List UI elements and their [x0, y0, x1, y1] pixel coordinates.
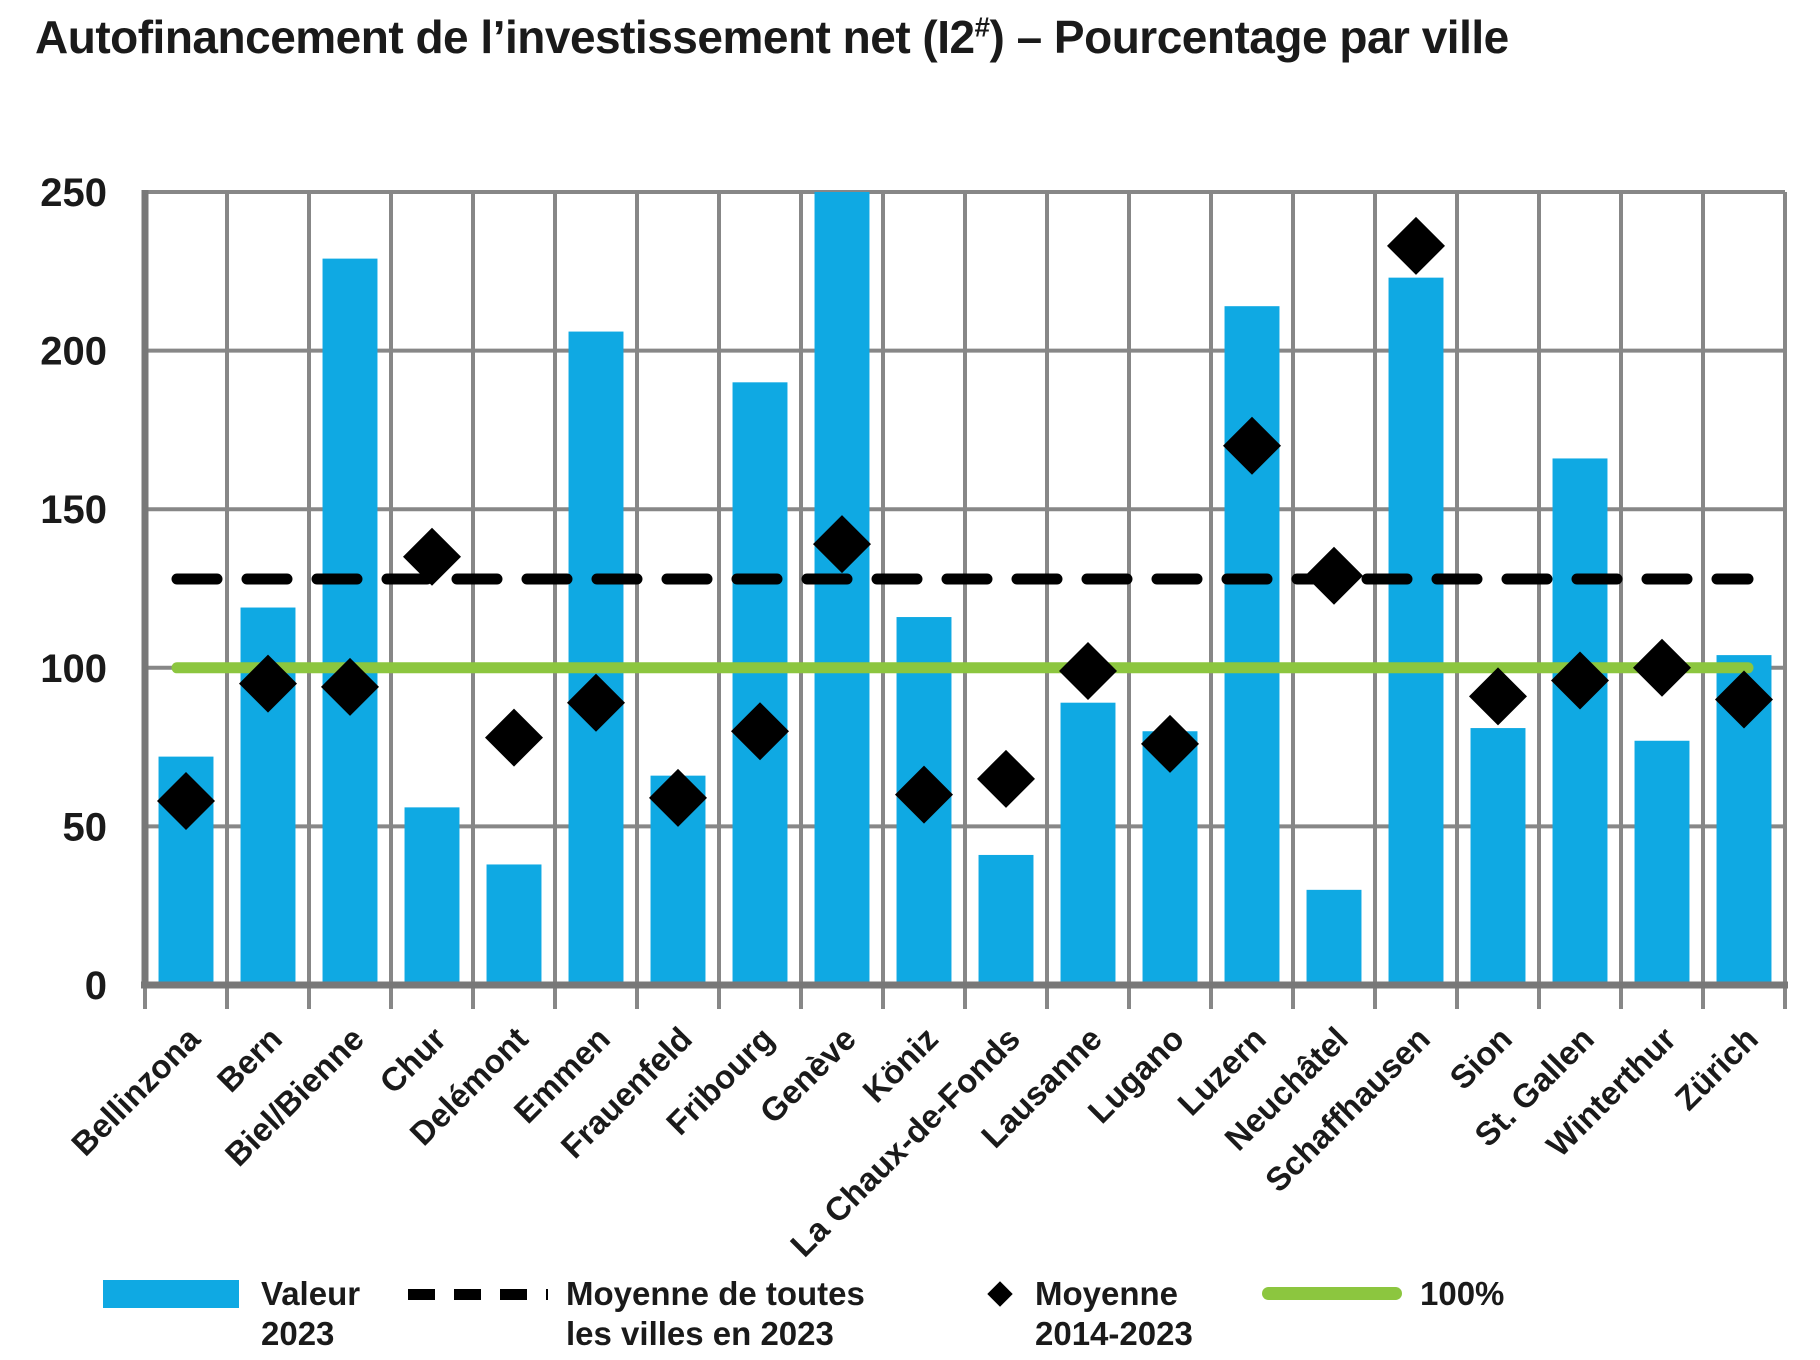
legend-item-100-percent: 100%	[1262, 1274, 1504, 1314]
bar	[814, 192, 870, 985]
diamond-swatch-icon	[987, 1281, 1013, 1307]
diamond-marker	[1633, 638, 1691, 697]
bar	[404, 807, 460, 985]
legend-label: Moyenne de toutes les villes en 2023	[566, 1275, 865, 1353]
y-tick-label: 150	[40, 488, 107, 532]
legend-label: 100%	[1420, 1275, 1505, 1312]
x-category-label: Zürich	[1667, 1020, 1764, 1117]
bar	[1552, 458, 1608, 985]
legend-item-moyenne-2014-2023: Moyenne 2014-2023	[985, 1274, 1193, 1355]
diamond-marker	[813, 515, 871, 574]
diamond-marker	[1305, 546, 1363, 605]
legend-label: Moyenne 2014-2023	[1035, 1275, 1193, 1353]
y-tick-label: 0	[85, 964, 107, 1008]
diamond-marker	[1141, 714, 1199, 773]
bar-swatch-icon	[103, 1280, 239, 1308]
diamond-marker	[567, 673, 625, 732]
bar	[1224, 306, 1280, 985]
page-title-prefix: Autofinancement de l’investissement net …	[35, 11, 975, 63]
bar	[322, 258, 378, 985]
dashed-line-swatch-icon	[408, 1289, 548, 1300]
x-category-label: Bellinzona	[64, 1019, 207, 1162]
diamond-marker	[403, 527, 461, 586]
bar	[568, 331, 624, 985]
page-title-superscript: #	[974, 11, 990, 43]
bar	[1060, 702, 1116, 985]
diamond-marker	[1715, 670, 1773, 729]
diamond-marker	[895, 765, 953, 824]
bar	[486, 864, 542, 985]
diamond-marker	[1551, 651, 1609, 710]
bar	[1470, 728, 1526, 985]
diamond-marker	[977, 749, 1035, 808]
diamond-marker	[1387, 216, 1445, 275]
bar	[1388, 277, 1444, 985]
diamond-marker	[321, 657, 379, 716]
y-tick-label: 250	[40, 171, 107, 215]
page-title-suffix: ) – Pourcentage par ville	[989, 11, 1509, 63]
y-tick-label: 200	[40, 330, 107, 374]
diamond-marker	[731, 702, 789, 761]
y-tick-label: 50	[63, 805, 108, 849]
chart-legend: Valeur 2023 Moyenne de toutes les villes…	[0, 1268, 1820, 1360]
diamond-marker	[1223, 416, 1281, 475]
page-title: Autofinancement de l’investissement net …	[35, 10, 1515, 64]
bar	[978, 854, 1034, 985]
diamond-marker	[485, 708, 543, 767]
bar	[732, 382, 788, 985]
bar	[1306, 889, 1362, 985]
diamond-marker	[1469, 667, 1527, 726]
diamond-marker	[1059, 641, 1117, 700]
bar	[1142, 731, 1198, 985]
x-category-label: Sion	[1442, 1020, 1519, 1097]
legend-item-valeur-2023: Valeur 2023	[103, 1274, 360, 1355]
y-tick-label: 100	[40, 647, 107, 691]
diamond-marker	[157, 772, 215, 831]
diamond-marker	[649, 768, 707, 827]
diamond-marker	[239, 654, 297, 713]
bar	[1634, 740, 1690, 985]
legend-item-moyenne-villes-2023: Moyenne de toutes les villes en 2023	[408, 1274, 865, 1355]
green-line-swatch-icon	[1262, 1287, 1402, 1300]
legend-label: Valeur 2023	[261, 1275, 361, 1353]
